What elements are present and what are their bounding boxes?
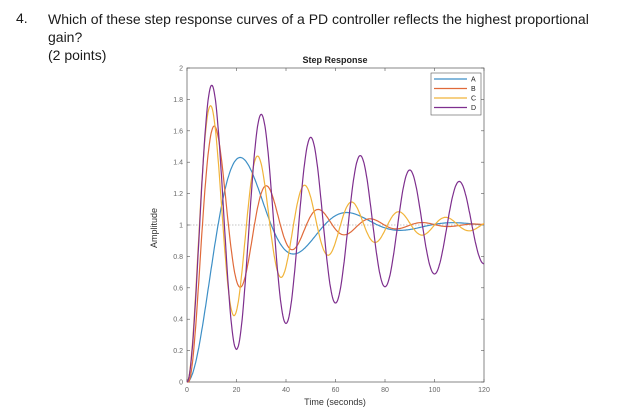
y-tick-label: 1.2 (173, 191, 183, 198)
y-tick-label: 0.6 (173, 285, 183, 292)
x-tick-label: 80 (381, 387, 389, 394)
legend-label-b: B (471, 86, 476, 93)
legend-label-c: C (471, 96, 476, 103)
x-tick-label: 100 (429, 387, 441, 394)
y-tick-label: 2 (179, 66, 183, 73)
y-tick-label: 0.2 (173, 348, 183, 355)
series-line-c (186, 104, 485, 383)
y-tick-label: 1 (179, 223, 183, 230)
x-tick-label: 120 (478, 387, 490, 394)
y-tick-label: 1.6 (173, 128, 183, 135)
legend-label-d: D (471, 105, 476, 112)
y-tick-label: 0.8 (173, 254, 183, 261)
x-tick-label: 60 (332, 387, 340, 394)
question-line-1: Which of these step response curves of a… (48, 11, 589, 45)
chart-title: Step Response (302, 55, 367, 65)
y-tick-label: 0.4 (173, 317, 183, 324)
question-text: Which of these step response curves of a… (48, 10, 618, 64)
y-tick-label: 1.4 (173, 160, 183, 167)
x-tick-label: 40 (282, 387, 290, 394)
x-tick-label: 0 (185, 387, 189, 394)
plot-area: 0 20 40 60 80 100 120 0 0.2 0.4 0.6 0.8 1 1.2 1.4 1.6 1.… (173, 66, 490, 395)
legend-label-a: A (471, 77, 476, 84)
y-tick-label: 1.8 (173, 97, 183, 104)
question-line-2: (2 points) (48, 47, 107, 63)
y-axis-label: Amplitude (149, 208, 159, 248)
y-tick-label: 0 (179, 380, 183, 387)
x-axis-label: Time (seconds) (304, 397, 366, 407)
question-number: 4. (16, 10, 28, 26)
series-line-d (186, 84, 485, 383)
x-tick-label: 20 (233, 387, 241, 394)
